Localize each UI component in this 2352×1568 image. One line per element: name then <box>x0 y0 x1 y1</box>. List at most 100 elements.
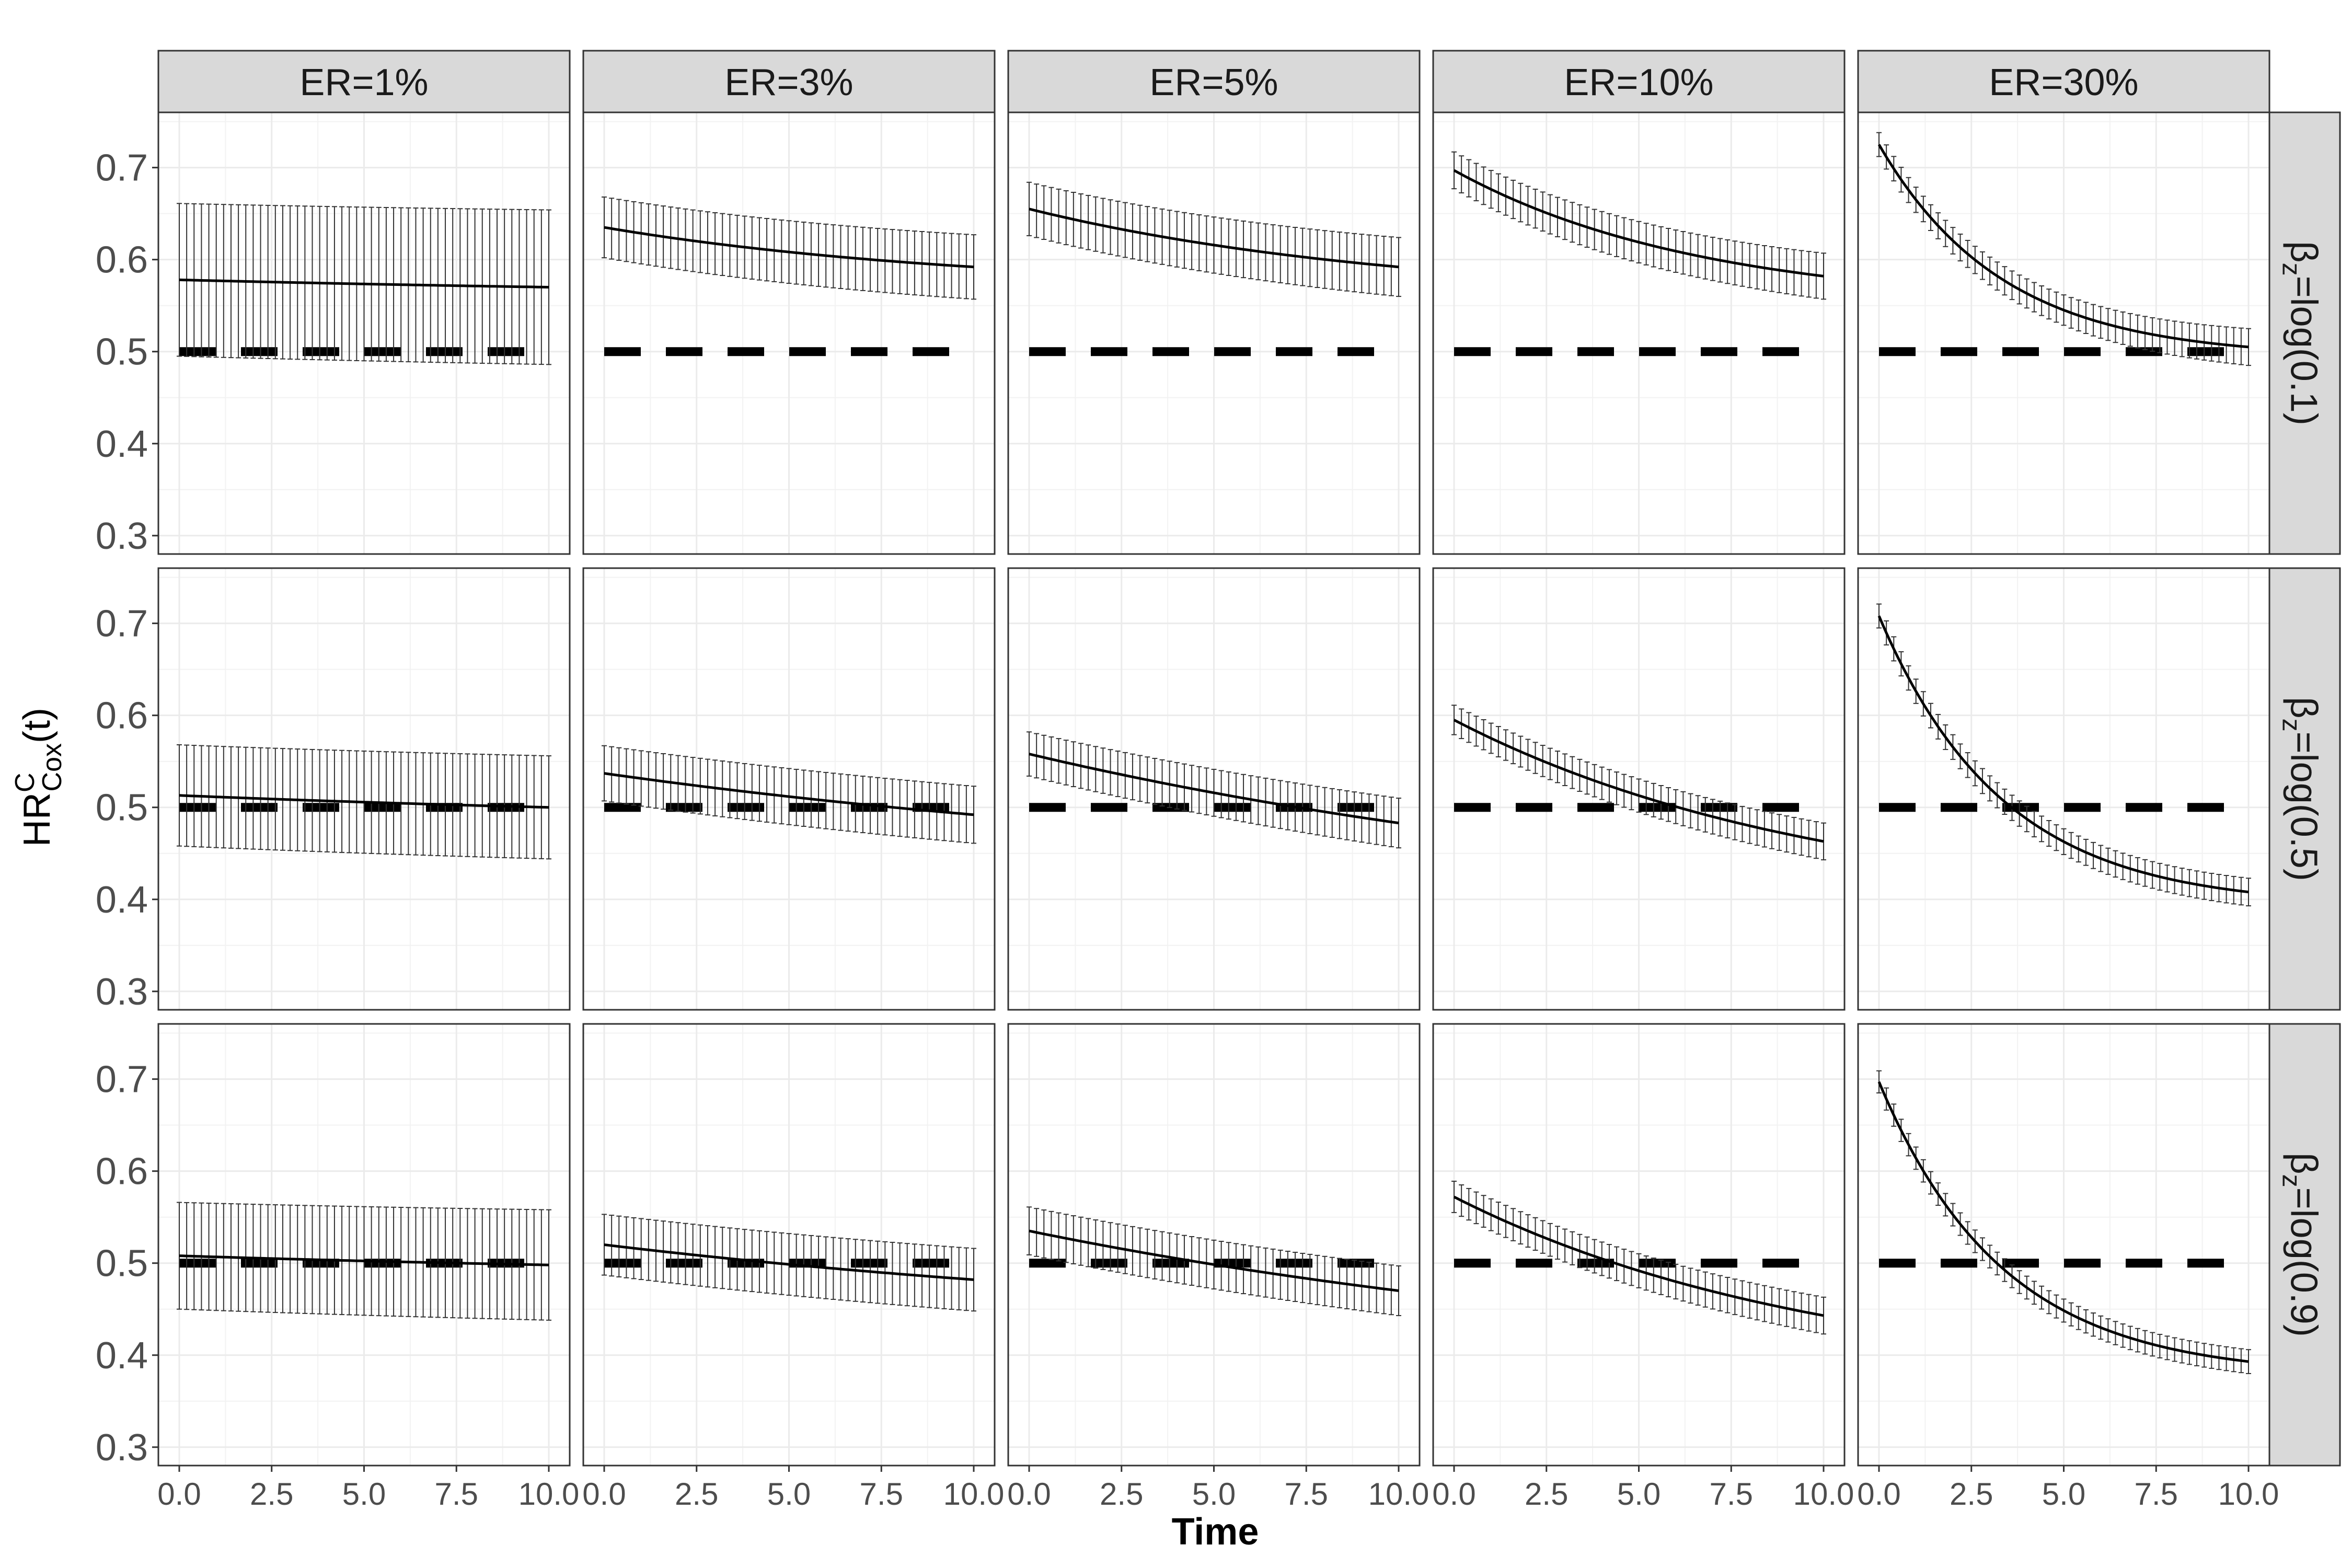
x-tick-label: 0.0 <box>1432 1477 1475 1512</box>
column-strip <box>1857 50 2270 113</box>
y-axis-title: HRCCox(t) <box>10 708 67 847</box>
x-tick-label: 0.0 <box>1857 1477 1900 1512</box>
facet-panel <box>1007 567 1421 1011</box>
facet-panel <box>157 567 571 1011</box>
x-tick-label: 5.0 <box>2042 1477 2085 1512</box>
row-strip-label-main: β <box>2283 697 2325 718</box>
y-tick-label: 0.4 <box>96 879 148 921</box>
facet-panel <box>1857 1023 2270 1467</box>
x-tick-label: 10.0 <box>518 1477 580 1512</box>
series-line <box>1453 169 1824 278</box>
row-strip-label-sub: z <box>2277 263 2307 276</box>
series-line <box>604 226 974 269</box>
x-tick-label: 2.5 <box>250 1477 293 1512</box>
y-tick-label: 0.5 <box>96 1243 148 1285</box>
y-axis-title-main: HR <box>16 792 58 847</box>
row-strip <box>2268 567 2341 1011</box>
y-tick-label: 0.5 <box>96 331 148 373</box>
facet-panel <box>157 111 571 555</box>
panels-layer <box>157 111 2270 1467</box>
row-strip-label: βz=log(0.5) <box>2277 697 2325 881</box>
x-tick-label: 10.0 <box>1368 1477 1429 1512</box>
row-strip-label-sub: z <box>2277 719 2307 732</box>
series-line <box>1877 1081 2249 1363</box>
column-strip-label: ER=3% <box>724 62 853 103</box>
y-tick-label: 0.3 <box>96 1427 148 1469</box>
column-strip <box>1432 50 1846 113</box>
row-strip-label: βz=log(0.9) <box>2277 1152 2325 1337</box>
axes-layer: 0.3 0.4 0.5 0.6 0.7 0.3 0.4 0.5 0.6 0.7 0.3 0.4 0.5 0… <box>96 147 2279 1512</box>
y-tick-label: 0.3 <box>96 515 148 557</box>
x-tick-label: 10.0 <box>2218 1477 2279 1512</box>
x-tick-label: 2.5 <box>675 1477 718 1512</box>
column-strip-label: ER=1% <box>299 62 428 103</box>
panel-border <box>157 567 571 1011</box>
column-strip-label: ER=5% <box>1149 62 1278 103</box>
row-strip-label-rest: =log(0.5) <box>2283 732 2325 881</box>
column-strip <box>157 50 571 113</box>
strips-layer: ER=1% ER=3% ER=5% ER=10% ER=30%βz=log(0.1)βz… <box>157 50 2341 1467</box>
facet-panel <box>1007 111 1421 555</box>
y-tick-label: 0.5 <box>96 787 148 829</box>
y-axis-title-suffix: (t) <box>16 708 58 743</box>
row-strip <box>2268 1023 2341 1467</box>
y-tick-label: 0.6 <box>96 695 148 737</box>
y-tick-label: 0.7 <box>96 147 148 189</box>
panel-border <box>1432 567 1846 1011</box>
x-tick-label: 0.0 <box>1007 1477 1051 1512</box>
x-tick-label: 7.5 <box>1285 1477 1328 1512</box>
series-line <box>1029 1229 1399 1292</box>
series-line <box>179 1254 549 1266</box>
panel-border <box>1007 567 1421 1011</box>
x-tick-label: 10.0 <box>943 1477 1005 1512</box>
facet-panel <box>582 567 996 1011</box>
series-line <box>1029 207 1399 269</box>
facet-panel <box>582 1023 996 1467</box>
row-strip-label-sub: z <box>2277 1174 2307 1187</box>
series-line <box>1453 1195 1824 1317</box>
x-tick-label: 7.5 <box>435 1477 478 1512</box>
x-tick-label: 0.0 <box>157 1477 201 1512</box>
facet-panel <box>157 1023 571 1467</box>
column-strip <box>582 50 996 113</box>
facet-panel <box>1432 1023 1846 1467</box>
series-line <box>1877 144 2249 349</box>
column-strip-label: ER=30% <box>1989 62 2138 103</box>
series-line <box>604 772 974 816</box>
series-line <box>1029 753 1399 825</box>
y-tick-label: 0.6 <box>96 239 148 281</box>
column-strip <box>1007 50 1421 113</box>
x-tick-label: 5.0 <box>1192 1477 1236 1512</box>
y-tick-label: 0.4 <box>96 423 148 465</box>
x-tick-label: 7.5 <box>2135 1477 2178 1512</box>
row-strip-label-main: β <box>2283 241 2325 262</box>
row-strip-label: βz=log(0.1) <box>2277 241 2325 425</box>
series-line <box>179 278 549 289</box>
series-line <box>604 1243 974 1281</box>
x-tick-label: 2.5 <box>1525 1477 1568 1512</box>
panel-border <box>582 567 996 1011</box>
row-strip-label-rest: =log(0.1) <box>2283 276 2325 425</box>
y-tick-label: 0.4 <box>96 1335 148 1377</box>
facet-panel <box>1432 567 1846 1011</box>
series-line <box>1877 615 2249 894</box>
facet-panel <box>582 111 996 555</box>
y-axis-title-sub: Cox <box>37 743 67 791</box>
x-tick-label: 7.5 <box>1710 1477 1753 1512</box>
x-axis-title: Time <box>1172 1511 1259 1553</box>
facet-panel <box>1857 567 2270 1011</box>
x-tick-label: 2.5 <box>1100 1477 1143 1512</box>
series-line <box>179 794 549 809</box>
x-tick-label: 5.0 <box>767 1477 811 1512</box>
row-strip-label-rest: =log(0.9) <box>2283 1187 2325 1337</box>
facet-panel <box>1857 111 2270 555</box>
facet-panel <box>1432 111 1846 555</box>
y-tick-label: 0.7 <box>96 603 148 645</box>
x-tick-label: 0.0 <box>582 1477 626 1512</box>
x-tick-label: 5.0 <box>342 1477 386 1512</box>
series-line <box>1453 719 1824 843</box>
y-axis-title-sup: C <box>10 773 40 792</box>
x-tick-label: 2.5 <box>1950 1477 1993 1512</box>
row-strip <box>2268 111 2341 555</box>
